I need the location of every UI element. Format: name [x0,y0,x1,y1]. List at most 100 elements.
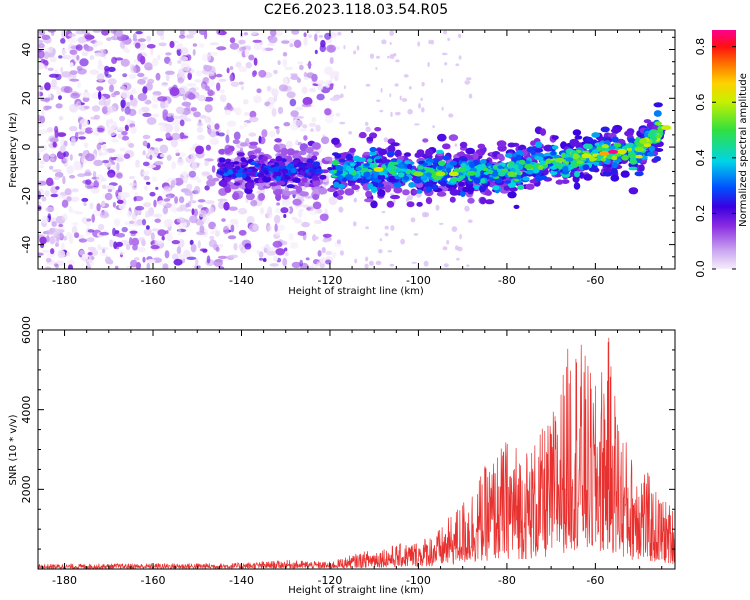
ridge-blob [518,159,526,165]
noise-speckle [193,111,201,118]
ridge-blob [425,148,434,157]
noise-speckle [435,204,440,211]
ridge-blob [508,161,515,165]
noise-speckle [45,206,55,212]
noise-speckle [120,58,130,67]
noise-speckle [378,249,383,254]
colorbar-ticks: 0.0 0.2 0.4 0.6 0.8 [694,38,736,278]
noise-speckle [77,68,87,75]
noise-speckle [290,242,299,246]
noise-speckle [343,45,346,50]
noise-speckle [381,211,386,214]
noise-speckle [120,99,126,109]
ridge-blob [222,167,229,172]
noise-speckle [413,233,419,236]
ridge-blob [518,164,524,170]
plot-frame [37,29,676,270]
noise-speckle [297,61,304,65]
noise-speckle [121,198,127,206]
noise-speckle [267,43,275,47]
ridge-blob [233,161,240,165]
noise-speckle [263,47,274,51]
noise-speckle [284,252,289,257]
noise-speckle [120,90,130,99]
ridge-blob [634,171,644,177]
noise-speckle [178,114,188,121]
ridge-hotspot [448,171,459,177]
noise-speckle [62,156,69,162]
noise-speckle [310,128,314,132]
noise-speckle [159,125,167,132]
ridge-peak [608,149,619,154]
noise-speckle [248,54,255,61]
ridge-blob [507,171,516,177]
noise-speckle [201,53,212,62]
noise-speckle [206,255,211,264]
noise-speckle [114,230,120,234]
spectrogram-xlabel: Height of straight line (km) [288,286,424,297]
noise-speckle [96,127,105,132]
noise-speckle [143,202,152,208]
noise-speckle [129,94,134,101]
noise-speckle [195,145,204,155]
noise-speckle [89,69,100,75]
noise-speckle [348,131,353,135]
noise-speckle [223,201,230,211]
ridge-blob [387,151,395,157]
noise-speckle [39,165,45,169]
noise-speckle [288,232,294,241]
noise-speckle [316,93,325,101]
ridge-blob [402,189,410,196]
noise-speckle [329,113,335,118]
noise-speckle [80,128,86,132]
noise-speckle [324,208,328,215]
noise-speckle [142,86,148,94]
x-tick-label: -60 [586,274,604,287]
noise-speckle [121,135,130,141]
ridge-blob [286,148,295,156]
noise-speckle [365,126,371,133]
noise-speckle [380,87,383,93]
noise-speckle [48,73,59,78]
noise-speckle [321,136,330,145]
noise-speckle [331,251,337,259]
noise-speckle [178,56,189,62]
noise-speckle [93,159,103,167]
ridge-blob [561,179,570,185]
ridge-blob [599,147,607,151]
noise-speckle [230,218,239,225]
noise-speckle [165,52,172,56]
ridge-blob [610,168,618,175]
ridge-blob [393,186,403,194]
noise-speckle [443,263,449,268]
noise-speckle [195,258,199,267]
ridge-blob [652,124,659,131]
noise-speckle [209,235,215,240]
noise-speckle [365,256,369,262]
noise-speckle [81,216,89,224]
noise-speckle [201,170,211,177]
noise-speckle [96,203,101,212]
noise-speckle [262,258,267,262]
noise-speckle [160,262,164,266]
x-tick-label: -180 [52,574,77,587]
noise-speckle [203,65,213,72]
noise-speckle [102,248,106,254]
noise-speckle [67,37,78,44]
noise-speckle [170,180,176,188]
noise-speckle [96,86,104,91]
noise-speckle [226,67,230,74]
noise-speckle [193,185,201,195]
noise-speckle [129,175,135,180]
noise-speckle [401,98,408,102]
ridge-blob [374,127,382,132]
noise-speckle [301,86,308,94]
ridge-blob [312,193,320,200]
noise-speckle [69,174,76,179]
noise-speckle [233,242,238,251]
noise-speckle [128,108,137,116]
noise-speckle [128,143,135,148]
noise-speckle [329,57,334,64]
noise-speckle [115,157,124,162]
ridge-blob [565,157,574,162]
